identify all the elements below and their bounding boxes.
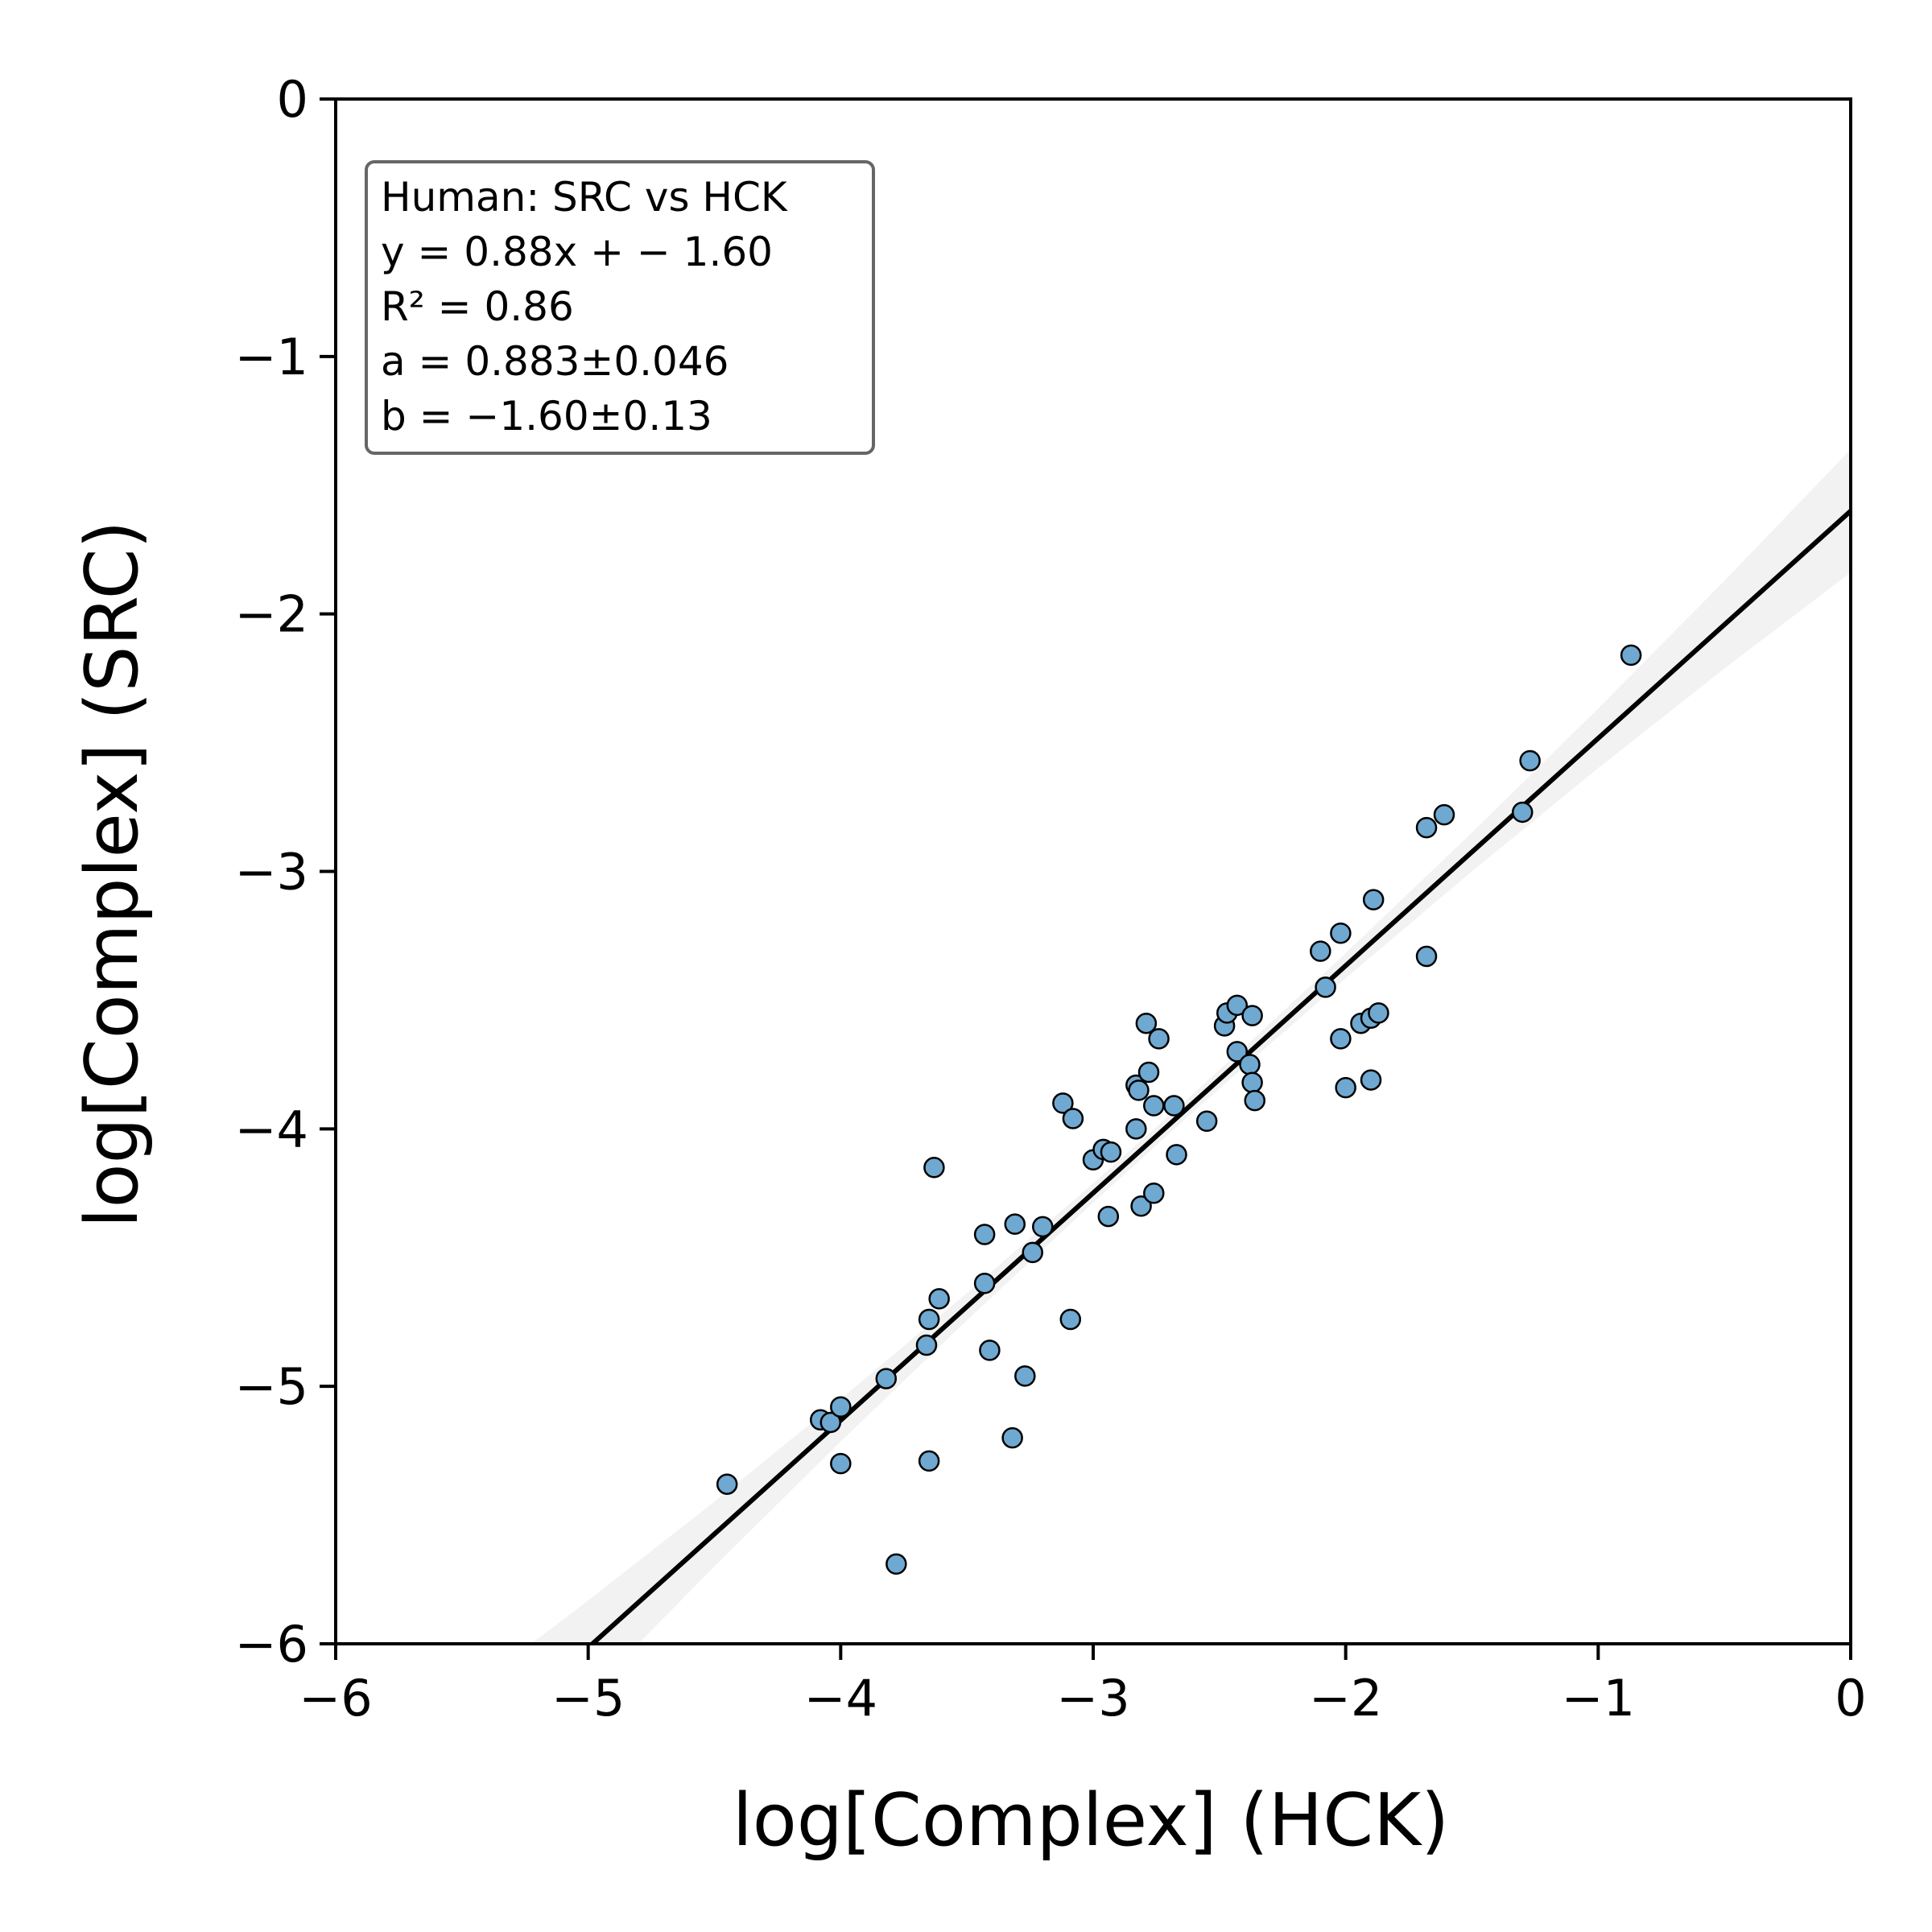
data-point (1315, 976, 1336, 998)
y-tick-label: −2 (235, 585, 308, 644)
annotation-line-5: b = −1.60±0.13 (381, 393, 712, 440)
data-point (819, 1411, 842, 1434)
data-point (1620, 644, 1642, 667)
data-point (1052, 1092, 1074, 1114)
data-point (1335, 1076, 1356, 1099)
data-point (1004, 1213, 1026, 1235)
y-tick-label: −3 (235, 843, 308, 902)
data-point (1001, 1426, 1023, 1449)
fit-line-layer (588, 509, 1851, 1644)
data-point (1244, 1089, 1265, 1112)
x-tick-label: 0 (1835, 1669, 1866, 1728)
data-point (830, 1396, 852, 1418)
data-point (1360, 1069, 1382, 1091)
data-point (1362, 889, 1385, 910)
x-tick-label: −5 (551, 1669, 625, 1728)
data-point (1415, 816, 1438, 839)
data-point (1135, 1012, 1158, 1034)
data-point (928, 1288, 950, 1310)
data-point (1097, 1205, 1120, 1228)
fit-line (588, 509, 1851, 1644)
data-point (1433, 803, 1455, 826)
data-point (1062, 1108, 1084, 1129)
data-point (1241, 1071, 1263, 1094)
data-point (1143, 1183, 1165, 1204)
y-tick-label: 0 (277, 70, 308, 129)
y-tick-label: −5 (235, 1357, 308, 1416)
data-point (1368, 1002, 1389, 1024)
x-tick-label: −3 (1056, 1669, 1129, 1728)
data-point (1059, 1308, 1082, 1331)
y-axis-label: log[Complex] (SRC) (70, 520, 155, 1228)
data-point (1519, 749, 1541, 772)
data-point (1226, 1041, 1249, 1063)
data-point (830, 1452, 852, 1475)
data-point (1148, 1028, 1170, 1050)
x-axis-label: log[Complex] (HCK) (733, 1778, 1450, 1863)
data-point (1100, 1141, 1122, 1163)
annotation-line-3: R² = 0.86 (381, 283, 574, 330)
annotation-line-2: y = 0.88x + − 1.60 (381, 229, 773, 275)
annotation-line-4: a = 0.883±0.046 (381, 338, 729, 385)
data-point (1130, 1195, 1152, 1217)
data-point (1330, 1028, 1352, 1050)
x-tick-label: −1 (1562, 1669, 1635, 1728)
data-point (1128, 1080, 1150, 1101)
annotation-frame (365, 160, 875, 455)
data-point (1137, 1061, 1160, 1084)
y-tick-label: −1 (235, 328, 308, 386)
y-tick-label: −6 (235, 1615, 308, 1674)
data-point (1239, 1054, 1261, 1075)
annotation-line-1: Human: SRC vs HCK (381, 174, 788, 221)
data-point (973, 1272, 996, 1294)
data-point (1511, 801, 1534, 824)
data-point (1226, 994, 1249, 1017)
data-point (1143, 1095, 1165, 1117)
data-point (1014, 1365, 1036, 1387)
data-point (915, 1334, 938, 1356)
axis-ticks: −6 −5 −4 −3 −2 −1 0 0 −1 −2 −3 −4 −5 −6 (235, 70, 1867, 1728)
fit-annotation-box: Human: SRC vs HCK y = 0.88x + − 1.60 R² … (365, 160, 875, 455)
data-point (886, 1553, 907, 1575)
data-points-layer (716, 644, 1642, 1575)
y-tick-label: −4 (235, 1100, 308, 1158)
data-point (1022, 1241, 1043, 1264)
data-point (1241, 1005, 1263, 1026)
data-point (979, 1340, 1001, 1361)
data-point (1163, 1095, 1185, 1117)
x-tick-label: −4 (804, 1669, 877, 1728)
data-point (923, 1157, 945, 1179)
data-point (973, 1224, 996, 1245)
data-point (1310, 940, 1331, 962)
data-point (1125, 1118, 1147, 1140)
x-tick-label: −6 (299, 1669, 372, 1728)
x-tick-label: −2 (1309, 1669, 1382, 1728)
data-point (918, 1308, 940, 1331)
data-point (1166, 1144, 1187, 1166)
data-point (716, 1473, 738, 1495)
data-point (1330, 923, 1352, 944)
data-point (1415, 945, 1438, 968)
data-point (918, 1450, 940, 1472)
data-point (1195, 1110, 1218, 1132)
data-point (875, 1368, 898, 1389)
data-point (1032, 1216, 1054, 1238)
